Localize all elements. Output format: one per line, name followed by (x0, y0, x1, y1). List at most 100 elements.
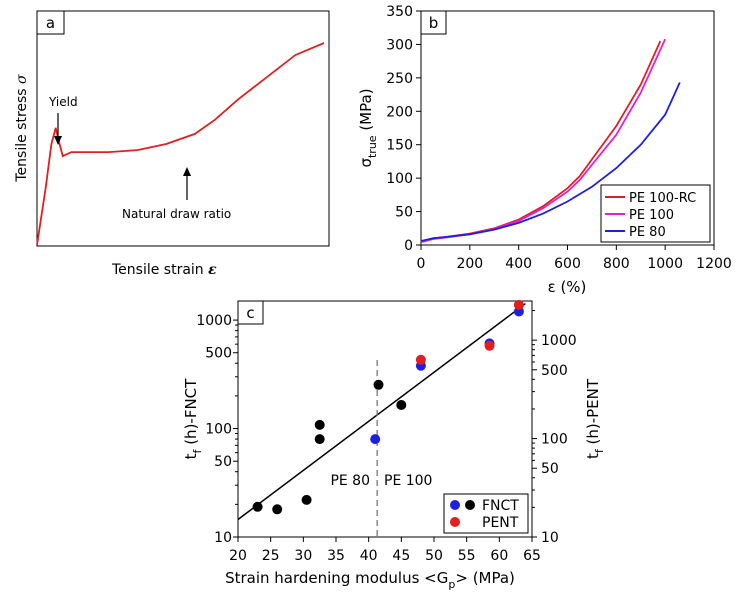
panel-b-xtick-label: 1200 (696, 256, 732, 272)
panel-b-x-axis: 0 200 400 600 800 1000 1200 (417, 245, 732, 272)
legend-fnct-black-marker (465, 500, 475, 510)
yield-arrowhead (54, 136, 62, 145)
panel-b-ytick-label: 250 (386, 71, 413, 87)
panel-c-left-ytick-label: 100 (205, 422, 232, 438)
panel-c-right-y-axis: 10 50 100 500 1000 (532, 310, 577, 546)
panel-b-legend-label: PE 100 (629, 208, 674, 223)
panel-c-points (252, 299, 524, 515)
panel-c-xtick-label: 55 (458, 548, 476, 564)
panel-c-xtick-label: 35 (327, 548, 345, 564)
panel-c-legend: FNCT PENT (443, 493, 529, 534)
panel-c-right-ytick-label: 500 (541, 363, 568, 379)
panel-a-xlabel-symbol: ε (208, 262, 217, 278)
panel-b-ylabel: σtrue (MPa) (357, 88, 379, 167)
panel-c-data-point (370, 434, 381, 445)
legend-fnct-blue-marker (450, 500, 460, 510)
panel-b-y-axis: 0 50 100 150 200 250 300 350 (386, 4, 421, 254)
panel-c-right-ytick-label: 50 (541, 461, 559, 477)
panel-c-data-point (272, 504, 283, 515)
panel-a-curve (36, 42, 325, 246)
panel-b-xtick-label: 0 (417, 256, 426, 272)
panel-c-xlabel: Strain hardening modulus <Gp> (MPa) (225, 569, 515, 591)
yield-label: Yield (48, 95, 78, 109)
legend-fnct-label: FNCT (482, 498, 519, 514)
panel-c-xtick-label: 30 (294, 548, 312, 564)
panel-b-ylabel-sigma: σ (357, 158, 375, 168)
panel-c-left-ylabel: tf (h)-FNCT (182, 378, 204, 459)
panel-c-data-point (415, 354, 426, 365)
panel-a: a Yield Natural draw ratio Tensile strai… (14, 10, 330, 278)
panel-b-ytick-label: 200 (386, 104, 413, 120)
panel-c-xtick-label: 65 (523, 548, 541, 564)
panel-b-xtick-label: 1000 (647, 256, 683, 272)
panel-a-xlabel-text: Tensile strain (111, 262, 204, 278)
panel-c-right-ylabel-t: t (584, 453, 602, 459)
panel-c-frame (237, 300, 533, 538)
panel-c-left-ytick-label: 1000 (196, 313, 232, 329)
panel-b-series-line (420, 82, 681, 242)
panel-b-ylabel-unit: (MPa) (357, 88, 375, 135)
pe80-region-label: PE 80 (330, 473, 370, 489)
panel-c-right-ylabel-rest: (h)-PENT (584, 378, 602, 449)
panel-c-left-ylabel-rest: (h)-FNCT (182, 378, 200, 450)
panel-c-left-ytick-label: 50 (214, 454, 232, 470)
panel-c-right-ytick-label: 100 (541, 432, 568, 448)
panel-c-right-ytick-label: 1000 (541, 333, 577, 349)
panel-c-fit-line (237, 302, 526, 521)
panel-c-letter: c (246, 304, 254, 322)
legend-pent-label: PENT (482, 515, 519, 531)
panel-c-left-ylabel-t: t (182, 453, 200, 459)
panel-c-data-point (373, 379, 384, 390)
panel-b-ylabel-sub: true (366, 135, 379, 158)
panel-a-badge (36, 10, 65, 35)
panel-c-data-point (252, 501, 263, 512)
panel-c-x-axis: 20 25 30 35 40 45 50 55 60 65 (229, 537, 541, 564)
panel-c-data-point (301, 494, 312, 505)
panel-b: b 0 50 100 150 200 250 300 350 0 200 400 600 800 100… (357, 4, 732, 296)
legend-pent-marker (450, 517, 460, 527)
panel-c-xtick-label: 25 (262, 548, 280, 564)
panel-a-ylabel-text: Tensile stress (14, 88, 30, 182)
panel-b-xlabel: ε (%) (548, 278, 587, 296)
panel-a-xlabel: Tensile strain ε (111, 262, 217, 278)
panel-b-series (420, 38, 681, 244)
panel-c-xlabel-pre: Strain hardening modulus <G (225, 569, 448, 587)
panel-b-ytick-label: 50 (395, 205, 413, 221)
panel-a-ylabel: Tensile stress σ (14, 74, 30, 183)
panel-c-data-point (314, 434, 325, 445)
panel-b-ytick-label: 350 (386, 4, 413, 20)
panel-c-left-ytick-label: 500 (205, 346, 232, 362)
panel-b-xtick-label: 600 (554, 256, 581, 272)
panel-b-xtick-label: 800 (603, 256, 630, 272)
panel-b-ytick-label: 150 (386, 138, 413, 154)
panel-c-data-point (396, 400, 407, 410)
panel-b-badge (420, 10, 447, 35)
panel-c-right-ylabel: tf (h)-PENT (584, 378, 606, 459)
panel-c-legend-box (443, 493, 529, 534)
panel-c-xlabel-sub: p (448, 578, 455, 591)
panel-b-letter: b (429, 14, 439, 32)
panel-b-ytick-label: 300 (386, 37, 413, 53)
panel-b-ytick-label: 100 (386, 171, 413, 187)
panel-a-ylabel-symbol: σ (14, 74, 30, 84)
panel-a-letter: a (46, 14, 55, 32)
panel-c-xtick-label: 40 (360, 548, 378, 564)
panel-c-xtick-label: 20 (229, 548, 247, 564)
panel-b-xtick-label: 400 (505, 256, 532, 272)
panel-c-data-point (513, 299, 524, 310)
panel-b-ytick-label: 0 (404, 238, 413, 254)
panel-b-legend: PE 100-RC PE 100 PE 80 (600, 184, 711, 243)
panel-c-right-ylabel-sub: f (593, 448, 606, 453)
panel-c: c 20 25 30 35 40 45 50 55 60 65 10 50 100 500 1000 10… (182, 299, 606, 591)
panel-c-xtick-label: 50 (425, 548, 443, 564)
panel-c-left-ylabel-sub: f (191, 448, 204, 453)
panel-c-badge (237, 300, 264, 325)
ndr-label: Natural draw ratio (122, 207, 231, 221)
panel-c-xlabel-post: > (MPa) (455, 569, 515, 587)
pe100-region-label: PE 100 (384, 473, 432, 489)
panel-b-xtick-label: 200 (456, 256, 483, 272)
panel-c-xtick-label: 45 (392, 548, 410, 564)
panel-c-right-ytick-label: 10 (541, 530, 559, 546)
panel-b-legend-label: PE 100-RC (629, 191, 696, 206)
